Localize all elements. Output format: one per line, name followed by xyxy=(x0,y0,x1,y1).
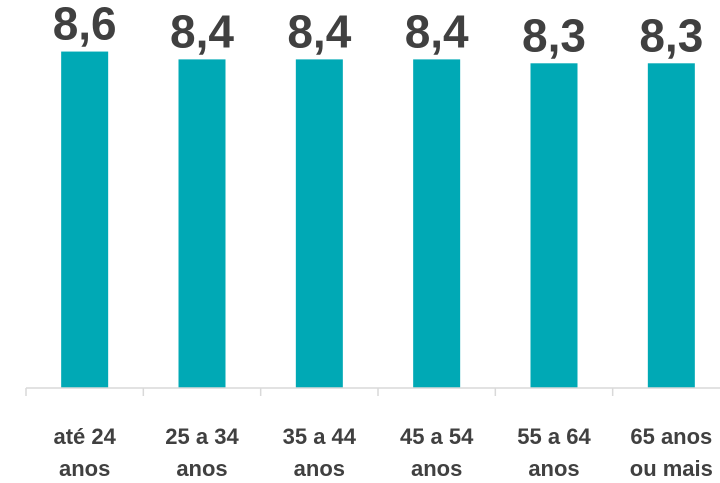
value-labels-group: 8,6 8,4 8,4 8,4 8,3 8,3 xyxy=(53,0,704,61)
category-label: anos xyxy=(176,456,227,481)
category-labels-group: até 24 anos 25 a 34 anos 35 a 44 anos 45 a 54 a… xyxy=(53,424,712,481)
category-label: anos xyxy=(59,456,110,481)
category-label: até 24 xyxy=(53,424,116,449)
bar xyxy=(178,59,226,389)
bar-value-label: 8,4 xyxy=(405,5,469,57)
bar-value-label: 8,6 xyxy=(53,0,117,50)
bar xyxy=(413,59,461,389)
category-label: 25 a 34 xyxy=(165,424,239,449)
bar-value-label: 8,4 xyxy=(170,5,234,57)
category-label: anos xyxy=(528,456,579,481)
category-label: 65 anos xyxy=(630,424,712,449)
category-label: anos xyxy=(294,456,345,481)
bar xyxy=(61,51,109,389)
bar-value-label: 8,4 xyxy=(287,5,351,57)
category-label: ou mais xyxy=(630,456,713,481)
category-label: 35 a 44 xyxy=(283,424,357,449)
category-label: 45 a 54 xyxy=(400,424,474,449)
x-axis-ticks xyxy=(25,388,614,396)
category-label: 55 a 64 xyxy=(517,424,591,449)
bar-value-label: 8,3 xyxy=(639,9,703,61)
category-label: anos xyxy=(411,456,462,481)
bar xyxy=(295,59,343,389)
bar-value-label: 8,3 xyxy=(522,9,586,61)
bar xyxy=(647,63,695,389)
bar xyxy=(530,63,578,389)
bars-group xyxy=(61,51,695,389)
